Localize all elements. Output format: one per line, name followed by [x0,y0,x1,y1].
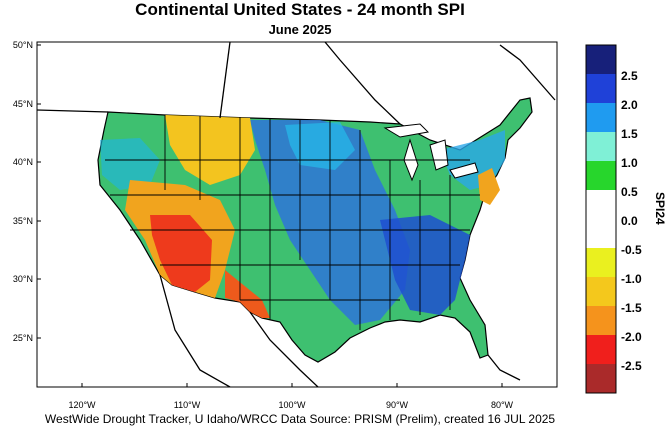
wet-zone-northern-plains [285,122,355,170]
lat-label-25: 25°N [13,333,33,343]
longitude-axis: 120°W 110°W 100°W 90°W 80°W [68,383,514,410]
dry-zone-severe [150,215,212,292]
colorbar-segment [586,219,616,249]
lat-label-40: 40°N [13,157,33,167]
cb-label-1.0: 1.0 [621,156,638,170]
cb-label-2.5: 2.5 [621,69,638,83]
colorbar-segment [586,335,616,365]
colorbar-segment [586,74,616,104]
cb-label-neg1.0: -1.0 [621,272,642,286]
map-subtitle: June 2025 [268,22,332,37]
lon-label-90: 90°W [386,400,409,410]
colorbar-segment [586,45,616,75]
cb-label-0.0: 0.0 [621,214,638,228]
dry-zone-midatlantic [478,168,500,205]
colorbar-title: SPI24 [653,192,667,225]
colorbar-segments [586,45,616,394]
colorbar-segment [586,248,616,278]
dry-zone-northern-rockies [165,115,255,185]
map-body [37,42,556,387]
great-lakes [383,123,479,182]
colorbar-segment [586,277,616,307]
lon-label-80: 80°W [491,400,514,410]
colorbar-segment [586,132,616,162]
colorbar-segment [586,161,616,191]
colorbar-frame [585,44,617,394]
cb-label-neg2.5: -2.5 [621,359,642,373]
map-footer: WestWide Drought Tracker, U Idaho/WRCC D… [44,412,556,426]
lat-label-35: 35°N [13,216,33,226]
colorbar: 2.5 2.0 1.5 1.0 0.5 0.0 -0.5 -1.0 -1.5 -… [585,44,667,394]
cb-label-neg1.5: -1.5 [621,301,642,315]
colorbar-segment [586,364,616,394]
cb-label-neg0.5: -0.5 [621,243,642,257]
cb-label-0.5: 0.5 [621,185,638,199]
dry-zone-texas [225,270,270,318]
state-boundaries [105,115,480,330]
lon-label-120: 120°W [68,400,96,410]
lon-label-110: 110°W [174,400,201,410]
colorbar-segment [586,103,616,133]
lat-label-45: 45°N [13,99,33,109]
cb-label-2.0: 2.0 [621,98,638,112]
cb-label-neg2.0: -2.0 [621,330,642,344]
colorbar-segment [586,306,616,336]
lon-label-100: 100°W [278,400,306,410]
map-title: Continental United States - 24 month SPI [135,0,465,19]
latitude-axis: 50°N 45°N 40°N 35°N 30°N 25°N [13,40,41,343]
lat-label-30: 30°N [13,274,33,284]
cb-label-1.5: 1.5 [621,127,638,141]
lat-label-50: 50°N [13,40,33,50]
wet-zone-pacific-nw [100,138,160,190]
colorbar-segment [586,190,616,220]
country-borders [37,42,556,387]
